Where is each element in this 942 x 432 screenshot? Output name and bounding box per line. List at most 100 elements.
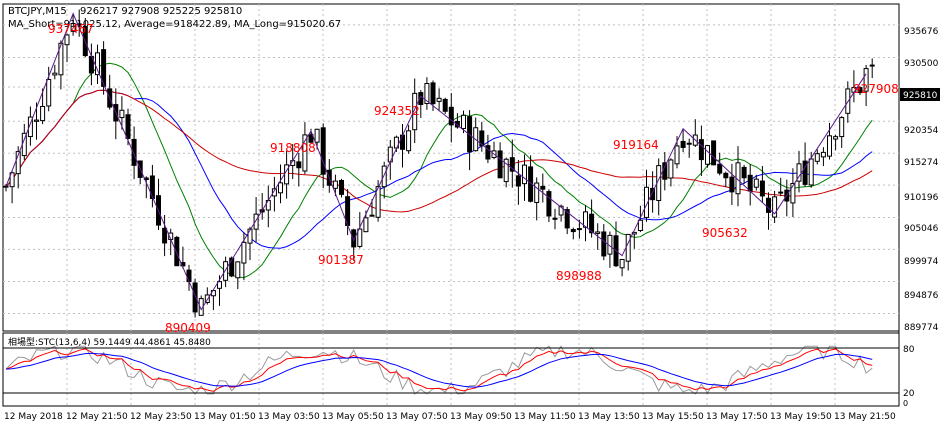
candle-body: [52, 72, 58, 76]
candle-body: [76, 23, 82, 26]
zigzag-labels: 937467 918808 901387 924352 898988 91916…: [48, 22, 899, 335]
candle-body: [522, 164, 527, 185]
candle-body: [497, 150, 503, 179]
candle-body: [631, 231, 637, 235]
candle-body: [27, 116, 33, 138]
time-label: 13 May 03:50: [258, 412, 320, 422]
price-tick: 915274: [904, 158, 939, 168]
candle-body: [711, 140, 717, 166]
candle-body: [662, 162, 668, 180]
time-label: 13 May 09:50: [450, 412, 512, 422]
zigzag-label: 898988: [556, 269, 602, 283]
candle-body: [741, 166, 747, 179]
candle-body: [461, 114, 466, 129]
candle-body: [320, 127, 326, 175]
zigzag-label: 919164: [613, 138, 659, 152]
stc-gray-line: [5, 345, 873, 395]
zigzag-path: [5, 12, 867, 311]
price-tick: 930500: [904, 59, 939, 69]
stc-red-line: [5, 348, 873, 392]
candle-body: [650, 187, 656, 201]
candle-body: [589, 213, 595, 234]
candle-body: [601, 231, 607, 257]
time-label: 13 May 17:50: [706, 412, 768, 422]
candle-body: [332, 180, 338, 189]
price-tick: 894876: [904, 291, 939, 301]
candle-body: [351, 229, 357, 248]
candle-body: [564, 209, 570, 229]
candle-body: [271, 188, 277, 197]
candle-body: [595, 231, 601, 234]
candle-body: [576, 228, 582, 231]
time-label: 13 May 07:50: [386, 412, 448, 422]
symbol-label: BTCJPY,M15: [8, 6, 67, 17]
candle-body: [808, 158, 814, 186]
candle-body: [302, 134, 308, 172]
zigzag-label: 890409: [165, 321, 211, 335]
candle-body: [430, 82, 436, 105]
candle-body: [820, 151, 826, 158]
candlesticks: [3, 9, 875, 318]
candle-body: [149, 175, 155, 199]
zigzag-label: 924352: [374, 104, 420, 118]
candle-body: [241, 241, 247, 264]
price-tick: 899974: [904, 257, 939, 267]
zigzag-label: 901387: [318, 253, 364, 267]
price-axis: 935676 930500 920354 915274 910196 90504…: [904, 27, 939, 333]
candle-body: [839, 117, 845, 138]
candle-body: [9, 172, 15, 188]
candle-body: [58, 42, 64, 76]
candle-body: [680, 140, 686, 148]
candle-body: [235, 261, 241, 279]
ma-average-line: [5, 89, 873, 249]
candle-body: [644, 186, 649, 218]
candle-body: [759, 180, 765, 197]
candle-body: [64, 34, 70, 46]
candle-body: [101, 49, 107, 87]
candle-body: [15, 151, 21, 175]
time-label: 13 May 19:50: [770, 412, 832, 422]
candle-body: [717, 163, 723, 174]
candle-body: [485, 145, 491, 160]
candle-body: [253, 213, 259, 230]
price-tick: 920354: [904, 126, 939, 136]
time-label: 13 May 11:50: [514, 412, 576, 422]
candle-body: [723, 172, 729, 179]
candle-body: [637, 219, 643, 231]
stc-blue-line: [5, 352, 873, 388]
candle-body: [534, 182, 540, 203]
candle-body: [308, 134, 314, 143]
candle-body: [412, 92, 418, 131]
zigzag-line: [5, 12, 867, 311]
candle-body: [827, 135, 832, 157]
candle-body: [229, 257, 235, 277]
candle-body: [503, 158, 509, 183]
ma-short-line: [5, 62, 873, 279]
time-label: 13 May 05:50: [322, 412, 384, 422]
ma-long-line: [5, 89, 873, 213]
candle-body: [747, 174, 753, 192]
candle-body: [247, 228, 253, 244]
ohlc-values: 926217 927908 925225 925810: [80, 6, 242, 17]
candle-body: [772, 196, 778, 218]
candle-body: [515, 175, 521, 187]
candle-body: [363, 217, 369, 233]
candle-body: [753, 178, 759, 188]
candle-body: [448, 106, 454, 126]
candle-body: [442, 98, 448, 112]
candle-body: [802, 160, 808, 185]
time-label: 13 May 01:50: [194, 412, 256, 422]
candle-body: [863, 68, 869, 92]
candle-body: [778, 191, 784, 194]
candle-body: [546, 191, 552, 217]
time-label: 13 May 15:50: [642, 412, 704, 422]
candle-body: [674, 145, 680, 165]
price-tick: 935676: [904, 27, 939, 37]
candle-body: [833, 136, 839, 140]
zigzag-label: 927908: [853, 82, 899, 96]
candle-body: [34, 119, 39, 122]
candle-body: [119, 109, 125, 119]
candle-body: [436, 97, 442, 102]
